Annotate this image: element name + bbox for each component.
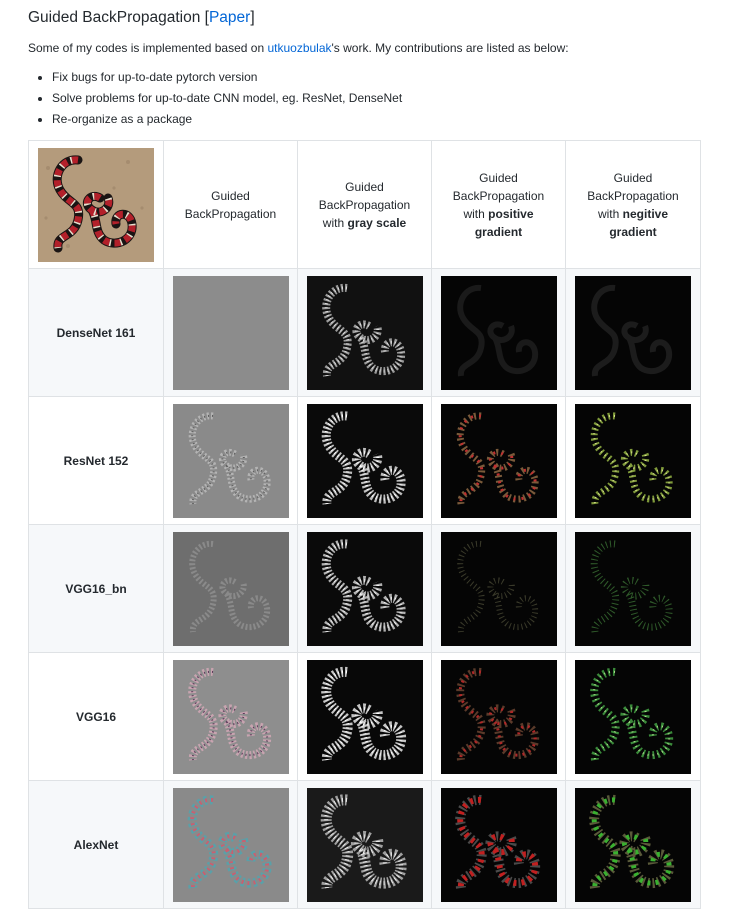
model-name: VGG16_bn <box>28 524 164 653</box>
cell-guided-bp <box>163 780 298 909</box>
cell-positive-gradient <box>431 268 566 397</box>
intro-suffix: 's work. My contributions are listed as … <box>331 41 569 55</box>
model-name: AlexNet <box>28 780 164 909</box>
table-row: ResNet 152 <box>28 396 701 525</box>
list-item: Solve problems for up-to-date CNN model,… <box>52 90 402 111</box>
saliency-image <box>575 275 691 390</box>
cell-gray-scale <box>297 268 432 397</box>
saliency-image <box>575 531 691 646</box>
saliency-image <box>440 403 557 518</box>
intro-prefix: Some of my codes is implemented based on <box>28 41 268 55</box>
saliency-image <box>440 659 557 774</box>
model-name: ResNet 152 <box>28 396 164 525</box>
saliency-image <box>172 403 289 518</box>
header-positive-gradient: Guided BackPropagation with positive gradie… <box>431 140 566 269</box>
table-row: AlexNet <box>28 780 701 909</box>
saliency-image <box>306 787 423 902</box>
contribution-list: Fix bugs for up-to-date pytorch version … <box>34 69 402 132</box>
model-name: DenseNet 161 <box>28 268 164 397</box>
cell-guided-bp <box>163 268 298 397</box>
table-row: VGG16 <box>28 652 701 781</box>
cell-negative-gradient <box>565 268 701 397</box>
cell-positive-gradient <box>431 780 566 909</box>
saliency-image <box>172 275 289 390</box>
cell-positive-gradient <box>431 524 566 653</box>
paper-link[interactable]: Paper <box>208 9 251 26</box>
cell-negative-gradient <box>565 652 701 781</box>
list-item: Re-organize as a package <box>52 111 402 132</box>
saliency-image <box>306 403 423 518</box>
saliency-image <box>306 275 423 390</box>
saliency-image <box>575 787 691 902</box>
model-name: VGG16 <box>28 652 164 781</box>
original-snake-image <box>38 147 154 262</box>
header-negative-gradient: Guided BackPropagation with negitive gradie… <box>565 140 701 269</box>
saliency-image <box>440 275 557 390</box>
saliency-image <box>172 531 289 646</box>
list-item: Fix bugs for up-to-date pytorch version <box>52 69 402 90</box>
author-link[interactable]: utkuozbulak <box>267 41 332 55</box>
saliency-image <box>306 659 423 774</box>
table-header-row: Guided BackPropagation Guided BackPropagat… <box>28 140 701 269</box>
header-guided-bp: Guided BackPropagation <box>163 140 298 269</box>
intro-paragraph: Some of my codes is implemented based on… <box>28 40 569 56</box>
header-gray-scale: Guided BackPropagation with gray scale <box>297 140 432 269</box>
saliency-image <box>575 659 691 774</box>
table-row: DenseNet 161 <box>28 268 701 397</box>
original-image-cell <box>28 140 164 269</box>
cell-negative-gradient <box>565 524 701 653</box>
section-title: Guided BackPropagation <box>28 9 201 26</box>
results-table: Guided BackPropagation Guided BackPropagat… <box>28 140 701 909</box>
cell-gray-scale <box>297 524 432 653</box>
cell-guided-bp <box>163 652 298 781</box>
cell-negative-gradient <box>565 396 701 525</box>
cell-gray-scale <box>297 396 432 525</box>
cell-positive-gradient <box>431 652 566 781</box>
bracket-open: [ <box>204 9 209 26</box>
saliency-image <box>440 787 557 902</box>
cell-gray-scale <box>297 780 432 909</box>
cell-positive-gradient <box>431 396 566 525</box>
cell-gray-scale <box>297 652 432 781</box>
saliency-image <box>440 531 557 646</box>
saliency-image <box>575 403 691 518</box>
cell-negative-gradient <box>565 780 701 909</box>
table-row: VGG16_bn <box>28 524 701 653</box>
bracket-close: ] <box>250 9 255 26</box>
section-heading: Guided BackPropagation [Paper] <box>28 8 255 28</box>
saliency-image <box>172 659 289 774</box>
saliency-image <box>172 787 289 902</box>
cell-guided-bp <box>163 396 298 525</box>
saliency-image <box>306 531 423 646</box>
cell-guided-bp <box>163 524 298 653</box>
